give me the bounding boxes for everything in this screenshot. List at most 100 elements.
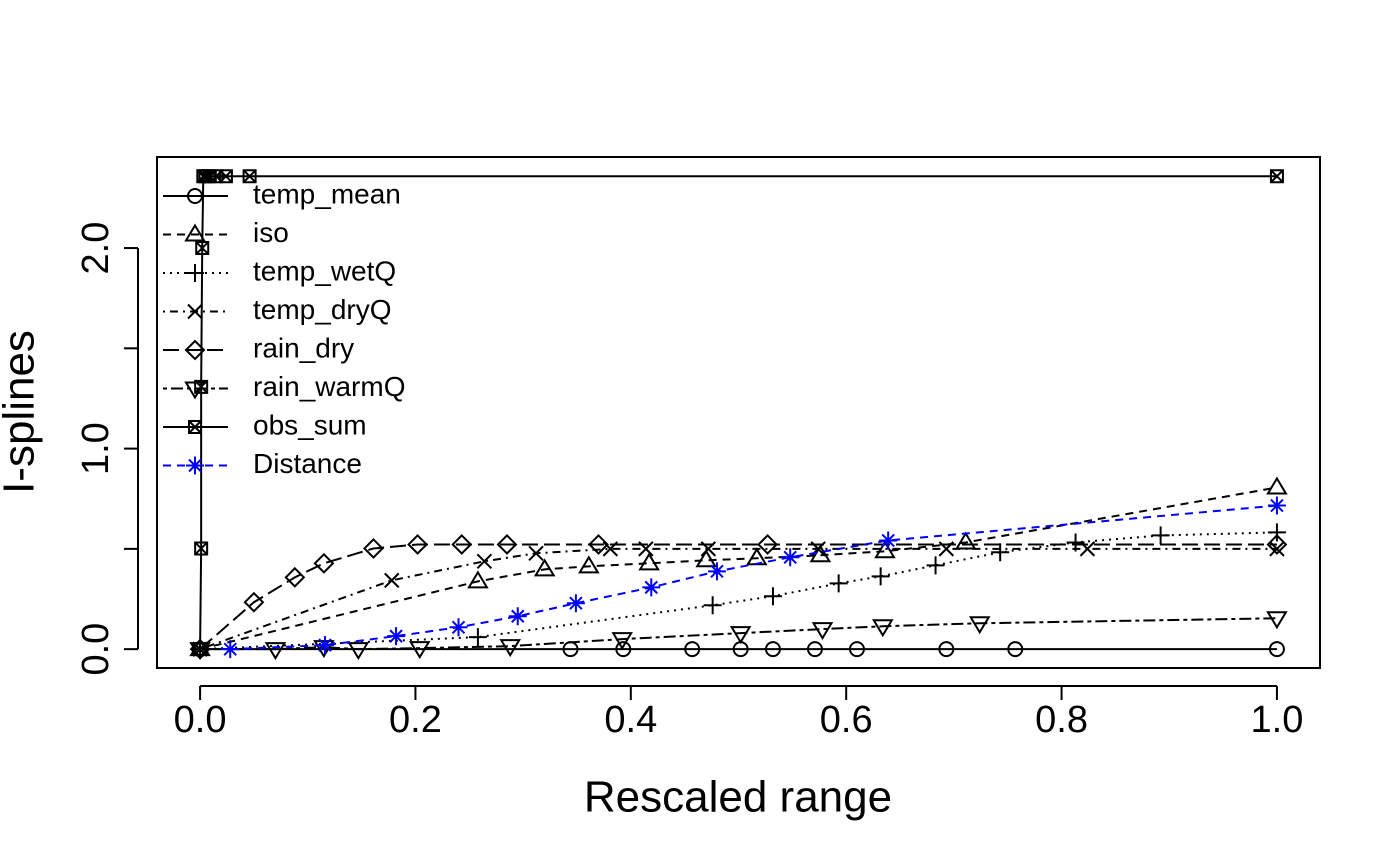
legend-item: temp_wetQ	[163, 255, 396, 286]
marker	[566, 594, 585, 613]
legend-item: rain_dry	[163, 332, 354, 363]
marker	[1266, 534, 1288, 555]
x-tick-label: 0.8	[1035, 699, 1088, 741]
x-tick-label: 0.2	[389, 699, 442, 741]
legend-item: temp_mean	[163, 178, 401, 209]
marker	[938, 641, 955, 658]
marker	[1268, 641, 1285, 658]
legend-label: temp_wetQ	[253, 255, 396, 286]
marker	[874, 540, 896, 559]
marker	[363, 538, 384, 559]
marker	[218, 169, 233, 184]
marker	[703, 596, 722, 615]
legend-label: temp_mean	[253, 178, 401, 209]
marker	[926, 556, 945, 575]
marker	[468, 628, 487, 647]
marker	[313, 552, 335, 574]
legend-item: Distance	[163, 448, 362, 479]
series-line	[199, 486, 1278, 651]
marker	[528, 545, 544, 561]
y-tick-label: 2.0	[75, 222, 117, 275]
y-tick-label: 1.0	[75, 422, 117, 475]
marker	[243, 591, 265, 613]
marker	[729, 626, 752, 645]
marker	[642, 578, 661, 597]
marker	[1007, 641, 1024, 658]
marker	[508, 607, 527, 626]
legend-label: obs_sum	[253, 409, 367, 440]
legend-label: rain_dry	[253, 332, 354, 363]
marker	[781, 548, 800, 567]
marker	[562, 641, 579, 658]
x-tick-label: 0.6	[820, 699, 873, 741]
marker	[879, 531, 898, 550]
marker	[384, 572, 400, 589]
marker	[968, 616, 991, 635]
marker	[496, 534, 518, 555]
marker	[991, 543, 1010, 562]
marker	[476, 553, 493, 570]
legend-marker	[186, 264, 204, 282]
marker	[848, 641, 865, 658]
marker	[499, 639, 521, 658]
marker	[449, 618, 468, 637]
legend-marker	[186, 456, 204, 475]
marker	[1266, 611, 1288, 630]
marker	[954, 531, 977, 550]
marker	[407, 534, 429, 555]
marker	[242, 169, 257, 184]
marker	[707, 562, 726, 581]
marker	[1151, 526, 1170, 545]
marker	[451, 534, 473, 555]
marker	[746, 547, 768, 566]
marker	[872, 619, 894, 638]
series-line	[199, 543, 1277, 650]
y-axis-label: I-splines	[0, 330, 44, 494]
marker	[347, 642, 370, 661]
marker	[315, 636, 334, 655]
marker	[408, 641, 431, 660]
legend-marker	[186, 188, 204, 204]
series-line	[200, 531, 1277, 651]
legend-item: temp_dryQ	[163, 294, 392, 325]
marker	[684, 641, 701, 658]
y-tick-label: 0.0	[75, 623, 117, 676]
x-tick-label: 0.4	[604, 699, 657, 741]
legend-marker	[184, 381, 206, 400]
legend-item: obs_sum	[163, 409, 367, 440]
marker	[1266, 476, 1288, 495]
x-tick-label: 0.0	[174, 699, 227, 741]
marker	[588, 534, 609, 555]
marker	[871, 567, 890, 586]
legend-label: temp_dryQ	[253, 294, 392, 325]
marker	[757, 534, 778, 555]
legend-label: Distance	[253, 448, 362, 479]
marker	[193, 642, 208, 657]
marker	[221, 640, 240, 659]
series-line	[200, 617, 1277, 651]
legend-marker	[187, 303, 203, 320]
marker	[578, 555, 600, 574]
marker	[1269, 169, 1284, 184]
legend-item: iso	[163, 217, 289, 248]
x-tick-label: 1.0	[1251, 699, 1304, 741]
marker	[764, 641, 781, 658]
marker	[194, 541, 209, 556]
legend-marker	[188, 420, 202, 434]
legend-item: rain_warmQ	[163, 371, 405, 402]
legend-label: iso	[253, 217, 289, 248]
x-axis-label: Rescaled range	[584, 773, 892, 822]
series-line	[230, 504, 1278, 651]
marker	[695, 549, 717, 568]
marker	[638, 552, 660, 571]
marker	[763, 587, 782, 606]
marker	[533, 558, 556, 577]
marker	[732, 641, 749, 658]
marker	[829, 574, 848, 593]
marker	[1267, 523, 1286, 542]
marker	[284, 566, 306, 588]
marker	[1267, 496, 1286, 515]
legend-marker	[184, 223, 206, 242]
